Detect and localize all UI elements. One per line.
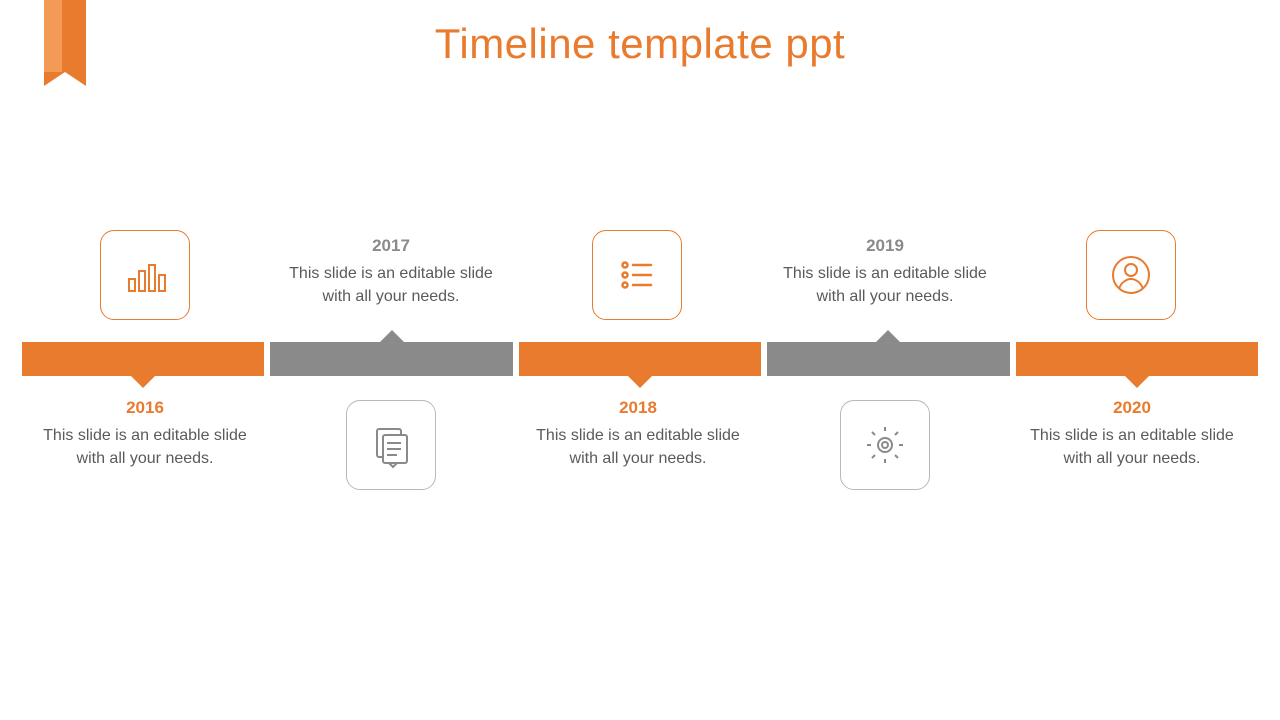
slide: { "colors": { "accent": "#e97b2f", "acce… xyxy=(0,0,1280,720)
list-icon xyxy=(592,230,682,320)
milestone-desc: This slide is an editable slide with all… xyxy=(522,424,754,470)
page-title: Timeline template ppt xyxy=(0,20,1280,68)
arrow-up-icon xyxy=(876,330,900,342)
gear-icon xyxy=(840,400,930,490)
year-label: 2018 xyxy=(522,398,754,418)
timeline-seg-2017 xyxy=(270,342,512,376)
milestone-2016: 2016 This slide is an editable slide wit… xyxy=(29,398,261,470)
timeline-seg-2020 xyxy=(1016,342,1258,376)
year-label: 2019 xyxy=(769,236,1001,256)
arrow-down-icon xyxy=(131,376,155,388)
milestone-2019: 2019 This slide is an editable slide wit… xyxy=(769,236,1001,308)
timeline-seg-2019 xyxy=(767,342,1009,376)
document-icon xyxy=(346,400,436,490)
arrow-down-icon xyxy=(1125,376,1149,388)
user-icon xyxy=(1086,230,1176,320)
timeline-seg-2018 xyxy=(519,342,761,376)
milestone-2017: 2017 This slide is an editable slide wit… xyxy=(275,236,507,308)
arrow-up-icon xyxy=(380,330,404,342)
arrow-down-icon xyxy=(628,376,652,388)
bar-chart-icon xyxy=(100,230,190,320)
year-label: 2017 xyxy=(275,236,507,256)
timeline-seg-2016 xyxy=(22,342,264,376)
milestone-desc: This slide is an editable slide with all… xyxy=(275,262,507,308)
year-label: 2016 xyxy=(29,398,261,418)
timeline-bar xyxy=(22,342,1258,376)
milestone-2020: 2020 This slide is an editable slide wit… xyxy=(1016,398,1248,470)
year-label: 2020 xyxy=(1016,398,1248,418)
milestone-2018: 2018 This slide is an editable slide wit… xyxy=(522,398,754,470)
milestone-desc: This slide is an editable slide with all… xyxy=(1016,424,1248,470)
milestone-desc: This slide is an editable slide with all… xyxy=(29,424,261,470)
milestone-desc: This slide is an editable slide with all… xyxy=(769,262,1001,308)
